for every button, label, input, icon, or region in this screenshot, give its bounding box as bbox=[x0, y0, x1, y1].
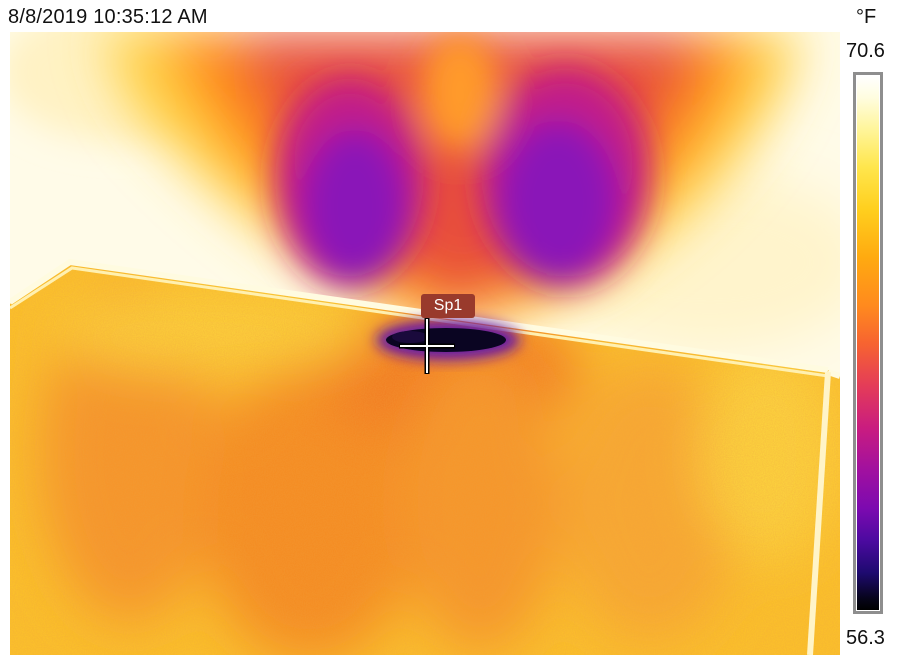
scale-min-value: 56.3 bbox=[846, 627, 885, 649]
temperature-unit: °F bbox=[856, 6, 877, 28]
spot-label[interactable]: Sp1 bbox=[421, 294, 475, 318]
spot-crosshair-icon[interactable] bbox=[399, 318, 455, 374]
color-scale-bar bbox=[853, 72, 883, 614]
scale-max-value: 70.6 bbox=[846, 40, 885, 62]
color-scale-gradient bbox=[857, 76, 879, 610]
timestamp: 8/8/2019 10:35:12 AM bbox=[8, 6, 208, 28]
air-plume-core bbox=[275, 32, 650, 287]
thermal-image bbox=[10, 32, 840, 655]
